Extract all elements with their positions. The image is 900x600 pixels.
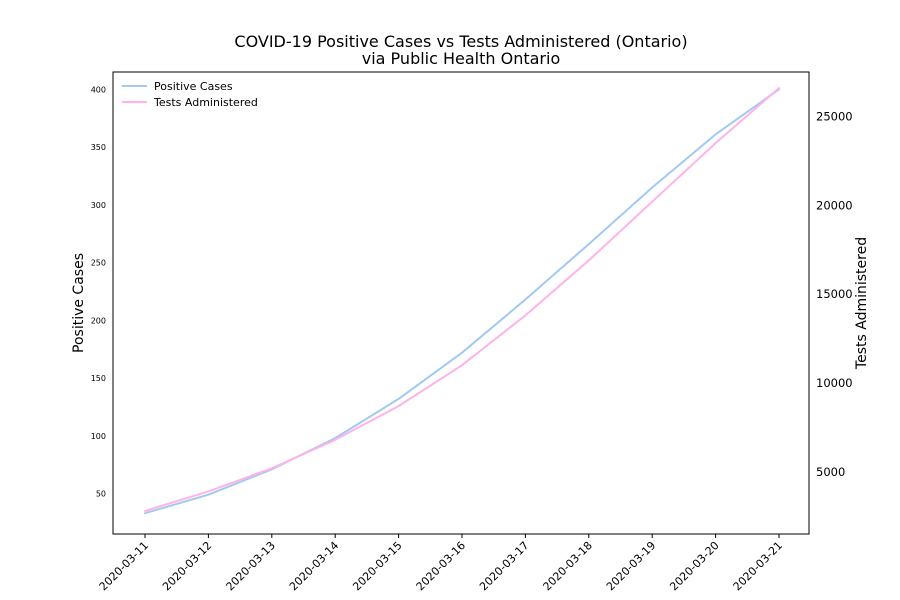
left-tick-label: 100 (91, 432, 106, 441)
x-tick-label: 2020-03-17 (477, 539, 531, 593)
series-line-tests-administered (144, 87, 780, 512)
left-tick-label: 150 (91, 374, 106, 383)
left-tick-label: 350 (91, 143, 106, 152)
series-layer (144, 87, 780, 515)
x-tick-label: 2020-03-16 (414, 539, 468, 593)
x-tick-label: 2020-03-11 (97, 539, 151, 593)
legend-label-tests-administered: Tests Administered (153, 96, 258, 109)
x-tick-label: 2020-03-21 (731, 539, 785, 593)
chart-subtitle: via Public Health Ontario (362, 49, 561, 68)
left-tick-label: 250 (91, 259, 106, 268)
chart-title: COVID-19 Positive Cases vs Tests Adminis… (234, 32, 687, 51)
left-axis-label: Positive Cases (71, 253, 87, 353)
x-tick-label: 2020-03-13 (224, 539, 278, 593)
x-tick-label: 2020-03-12 (160, 539, 214, 593)
x-tick-label: 2020-03-15 (350, 539, 404, 593)
left-tick-label: 400 (91, 85, 106, 94)
x-tick-label: 2020-03-14 (287, 539, 341, 593)
left-axis-ticks: 50 100 150 200 250 300 350 400 (91, 85, 106, 498)
x-tick-label: 2020-03-18 (541, 539, 595, 593)
x-tick-label: 2020-03-19 (604, 539, 658, 593)
left-tick-label: 50 (96, 490, 106, 499)
right-axis-ticks: 5000 10000 15000 20000 25000 (816, 109, 853, 478)
legend-label-positive-cases: Positive Cases (154, 80, 233, 93)
x-tick-label: 2020-03-20 (667, 539, 721, 593)
left-tick-label: 300 (91, 201, 106, 210)
left-tick-label: 200 (91, 316, 106, 325)
right-tick-label: 20000 (816, 198, 853, 212)
right-tick-label: 25000 (816, 109, 853, 123)
right-tick-label: 5000 (816, 465, 845, 479)
right-tick-label: 10000 (816, 376, 853, 390)
plot-frame (112, 71, 810, 535)
right-tick-label: 15000 (816, 287, 853, 301)
series-line-positive-cases (144, 88, 780, 515)
legend: Positive Cases Tests Administered (122, 80, 258, 109)
x-axis-ticks: 2020-03-11 2020-03-12 2020-03-13 2020-03-14… (97, 534, 785, 593)
right-axis-label: Tests Administered (854, 237, 870, 370)
